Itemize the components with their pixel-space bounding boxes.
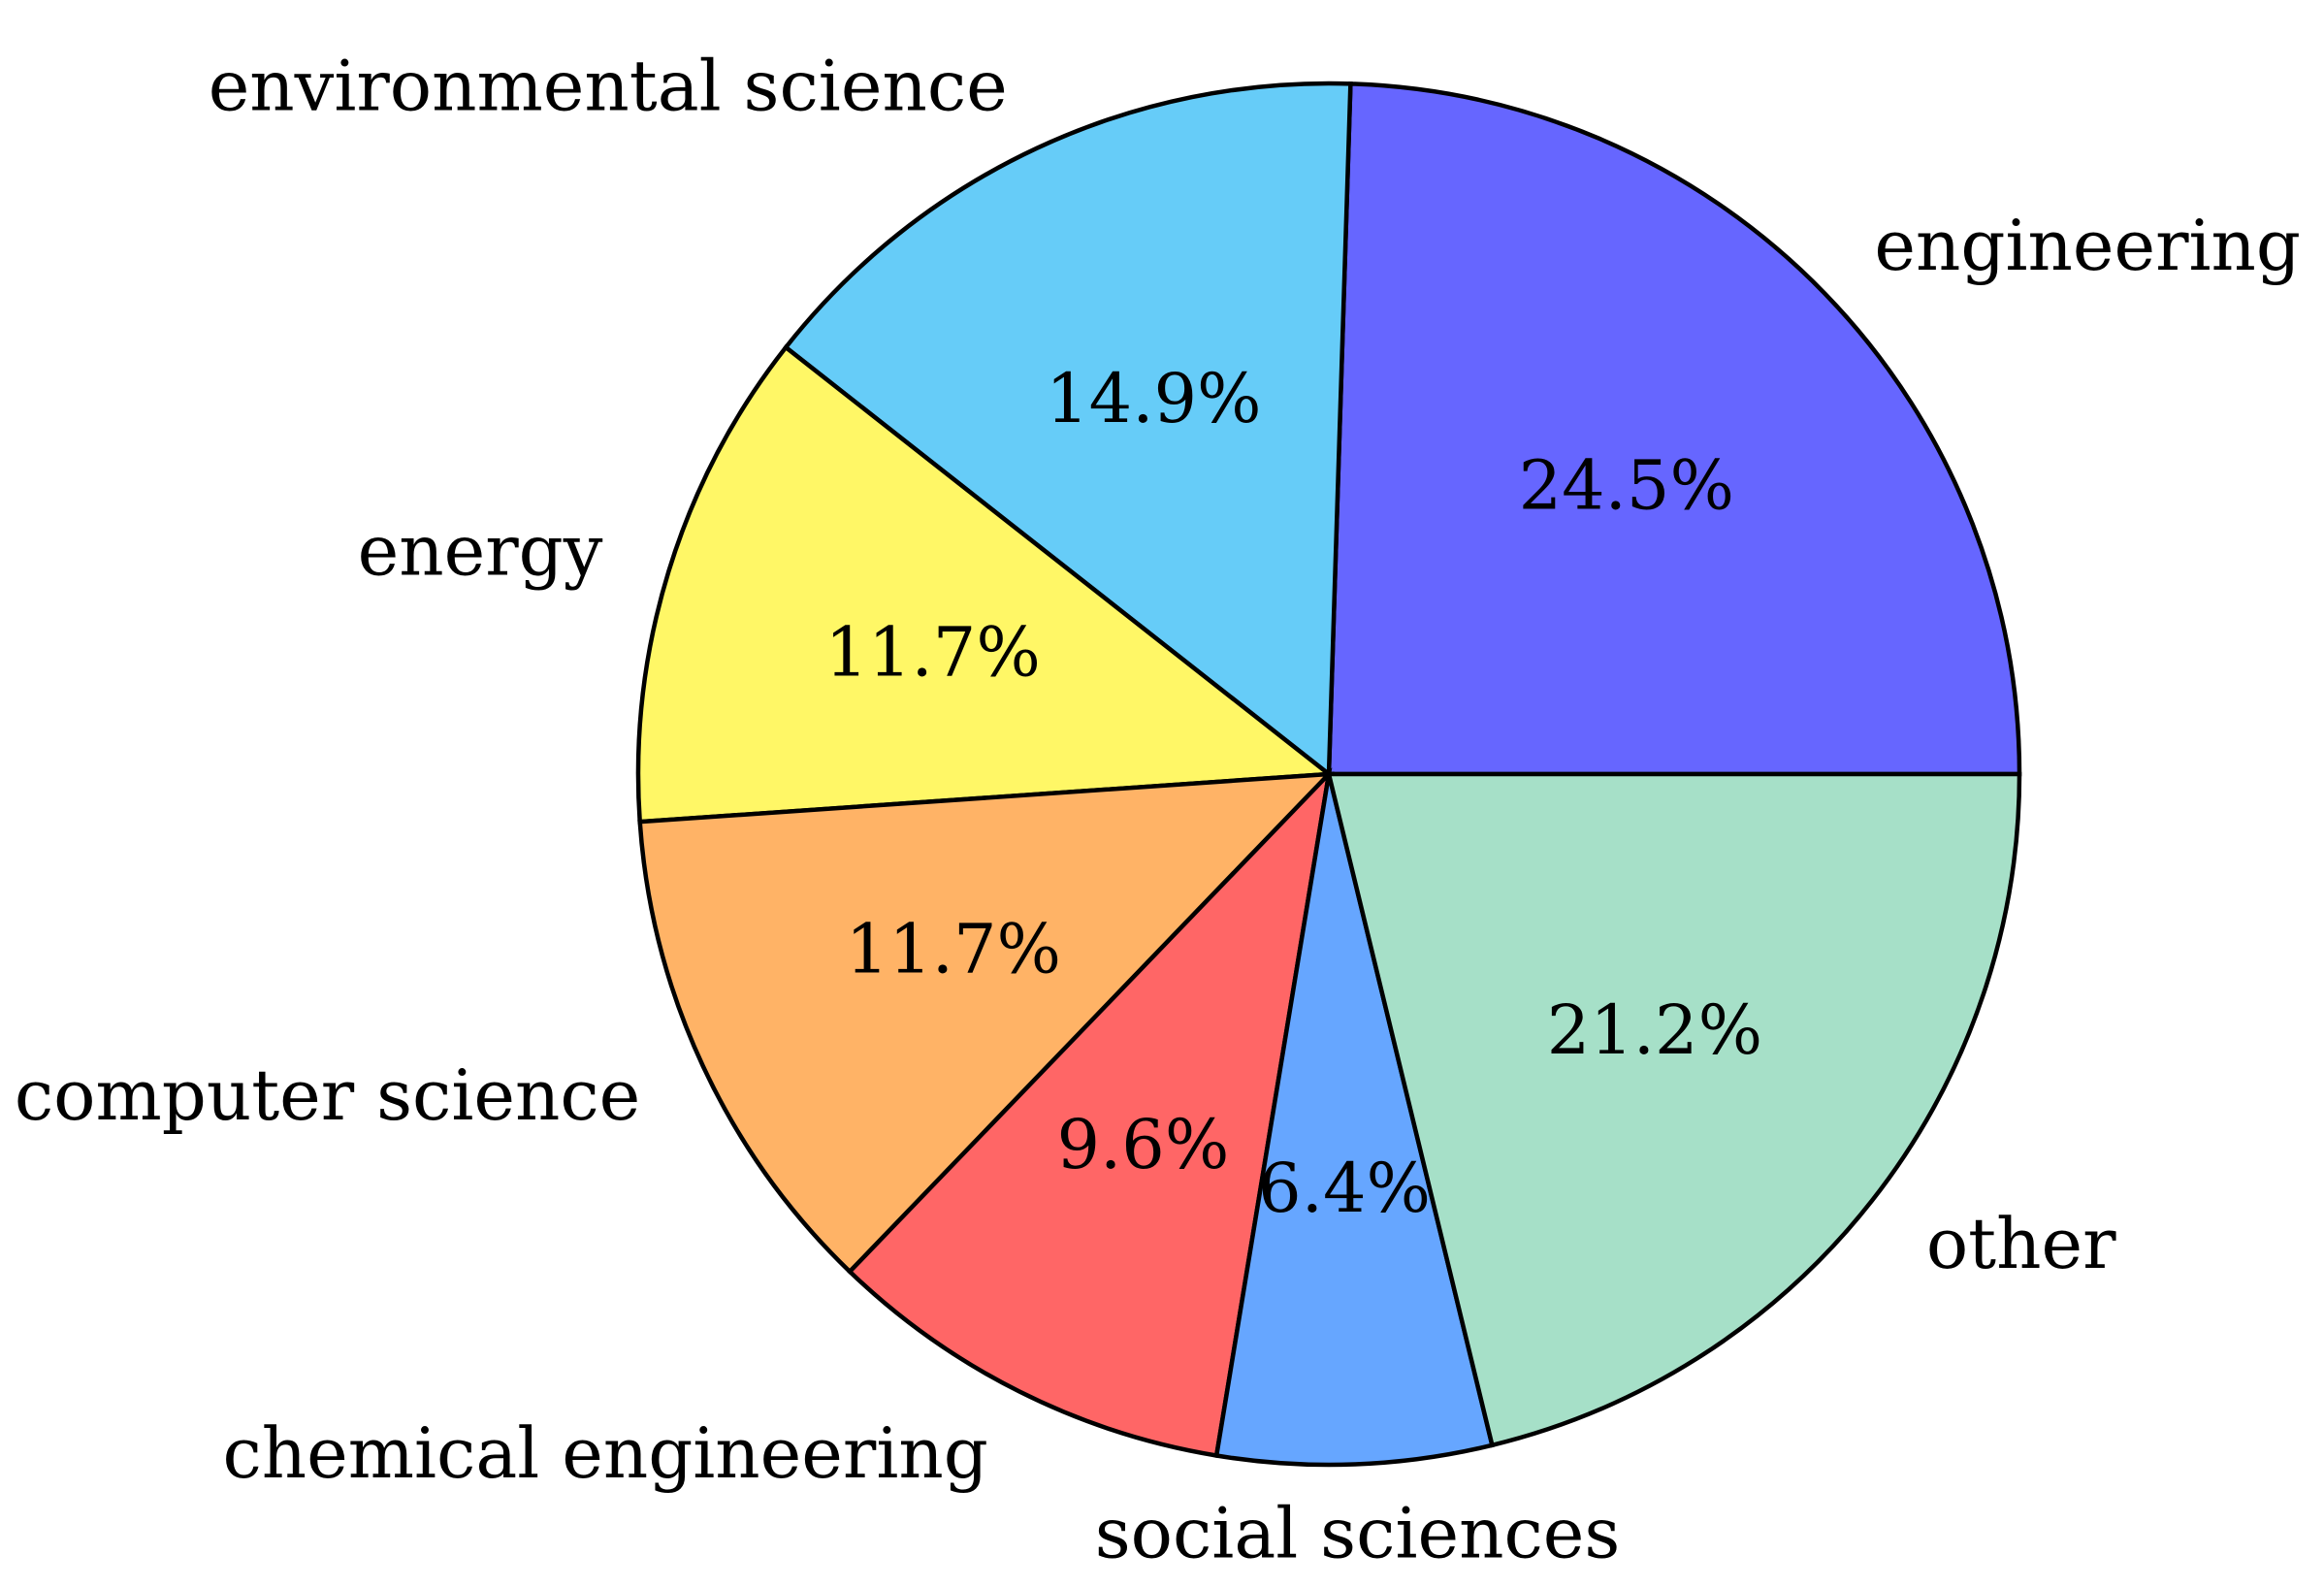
category-label-other: other — [1926, 1203, 2116, 1284]
pie-slice-chemical-engineering — [846, 767, 1333, 1459]
category-label-environmental-science: environmental science — [209, 45, 1008, 126]
category-label-computer-science: computer science — [15, 1054, 640, 1136]
pie-slice-other — [1326, 771, 2022, 1448]
pie-slice-environmental-science — [783, 81, 1353, 779]
percentage-labels: 24.5% 14.9% 11.7% 11.7% 9.6% 6.4% 21.2% — [824, 359, 1762, 1228]
pct-label-environmental-science: 14.9% — [1046, 359, 1261, 438]
pct-label-social-sciences: 6.4% — [1258, 1149, 1431, 1228]
pie-slice-computer-science — [637, 771, 1335, 1276]
category-label-engineering: engineering — [1874, 205, 2301, 286]
category-label-energy: energy — [358, 510, 603, 592]
category-label-social-sciences: social sciences — [1095, 1493, 1621, 1574]
pct-label-engineering: 24.5% — [1519, 446, 1734, 526]
pie-slice-energy — [635, 343, 1335, 825]
pie-slice-engineering — [1326, 81, 2022, 777]
pct-label-chemical-engineering: 9.6% — [1057, 1105, 1230, 1184]
pie-slices — [635, 81, 2022, 1468]
category-labels: engineering environmental science energy co… — [15, 45, 2301, 1573]
pct-label-energy: 11.7% — [824, 612, 1040, 692]
pct-label-computer-science: 11.7% — [846, 910, 1061, 989]
pie-slice-social-sciences — [1213, 773, 1496, 1468]
category-label-chemical-engineering: chemical engineering — [222, 1412, 987, 1494]
pct-label-other: 21.2% — [1547, 990, 1762, 1070]
